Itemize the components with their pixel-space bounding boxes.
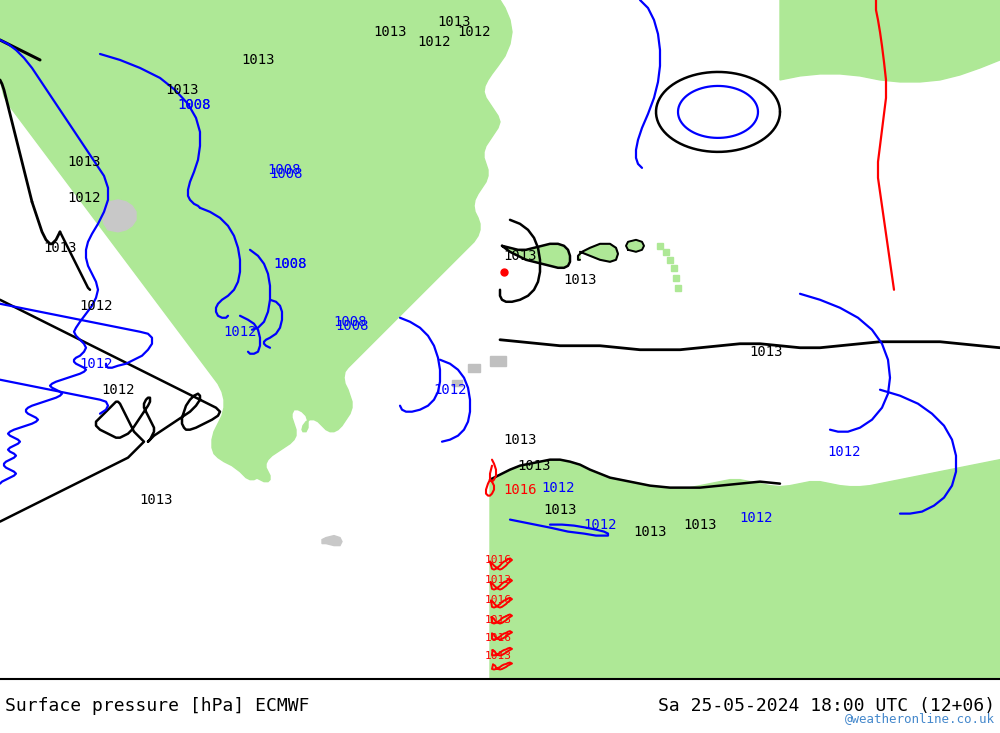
Text: 1012: 1012 <box>67 191 101 205</box>
Polygon shape <box>102 200 136 232</box>
Text: 1008: 1008 <box>335 319 369 333</box>
Text: 1008: 1008 <box>177 98 211 112</box>
Text: 1012: 1012 <box>417 35 451 49</box>
Text: 1013: 1013 <box>437 15 471 29</box>
Text: 1012: 1012 <box>101 383 135 397</box>
Text: 1012: 1012 <box>827 445 861 459</box>
Polygon shape <box>0 0 512 482</box>
Text: 1013: 1013 <box>484 650 512 660</box>
Text: 1012: 1012 <box>457 25 491 39</box>
Polygon shape <box>780 0 1000 82</box>
Text: Sa 25-05-2024 18:00 UTC (12+06): Sa 25-05-2024 18:00 UTC (12+06) <box>658 696 995 715</box>
Text: 1013: 1013 <box>484 614 512 625</box>
Text: 1013: 1013 <box>67 155 101 169</box>
Text: 1012: 1012 <box>223 325 257 339</box>
Text: 1013: 1013 <box>503 248 537 263</box>
Polygon shape <box>667 257 673 263</box>
Text: 1013: 1013 <box>749 345 783 358</box>
Text: 1016: 1016 <box>484 594 512 605</box>
Polygon shape <box>468 364 480 372</box>
Polygon shape <box>900 600 1000 679</box>
Text: 1013: 1013 <box>633 525 667 539</box>
Text: 1016: 1016 <box>484 633 512 643</box>
Text: 1013: 1013 <box>165 83 199 97</box>
Polygon shape <box>626 240 644 252</box>
Text: 1008: 1008 <box>273 257 307 270</box>
Text: 1008: 1008 <box>267 163 301 177</box>
Text: 1012: 1012 <box>541 481 575 495</box>
Text: 1013: 1013 <box>683 517 717 531</box>
Text: 1013: 1013 <box>43 241 77 255</box>
Text: 1008: 1008 <box>273 257 307 270</box>
Text: 1012: 1012 <box>79 299 113 313</box>
Text: 1012: 1012 <box>583 517 617 531</box>
Text: 1012: 1012 <box>433 383 467 397</box>
Polygon shape <box>675 285 681 291</box>
Text: 1013: 1013 <box>503 432 537 446</box>
Text: 1016: 1016 <box>503 482 537 497</box>
Text: 1012: 1012 <box>79 357 113 371</box>
Text: 1013: 1013 <box>563 273 597 287</box>
Text: 1016: 1016 <box>484 555 512 564</box>
Polygon shape <box>502 244 570 268</box>
Polygon shape <box>663 248 669 255</box>
Polygon shape <box>490 356 506 366</box>
Polygon shape <box>490 460 1000 679</box>
Polygon shape <box>673 275 679 281</box>
Text: 1013: 1013 <box>543 503 577 517</box>
Text: 1008: 1008 <box>333 314 367 329</box>
Text: 1013: 1013 <box>484 575 512 584</box>
Text: @weatheronline.co.uk: @weatheronline.co.uk <box>845 712 995 725</box>
Text: 1012: 1012 <box>739 511 773 525</box>
Text: 1008: 1008 <box>269 167 303 181</box>
Polygon shape <box>452 380 462 386</box>
Text: 1013: 1013 <box>241 53 275 67</box>
Text: Surface pressure [hPa] ECMWF: Surface pressure [hPa] ECMWF <box>5 696 310 715</box>
Polygon shape <box>671 265 677 270</box>
Text: 1013: 1013 <box>517 459 551 473</box>
Polygon shape <box>322 536 342 545</box>
Text: 1013: 1013 <box>139 493 173 507</box>
Polygon shape <box>578 244 618 262</box>
Text: 1008: 1008 <box>177 98 211 112</box>
Polygon shape <box>657 243 663 248</box>
Text: 1013: 1013 <box>373 25 407 39</box>
